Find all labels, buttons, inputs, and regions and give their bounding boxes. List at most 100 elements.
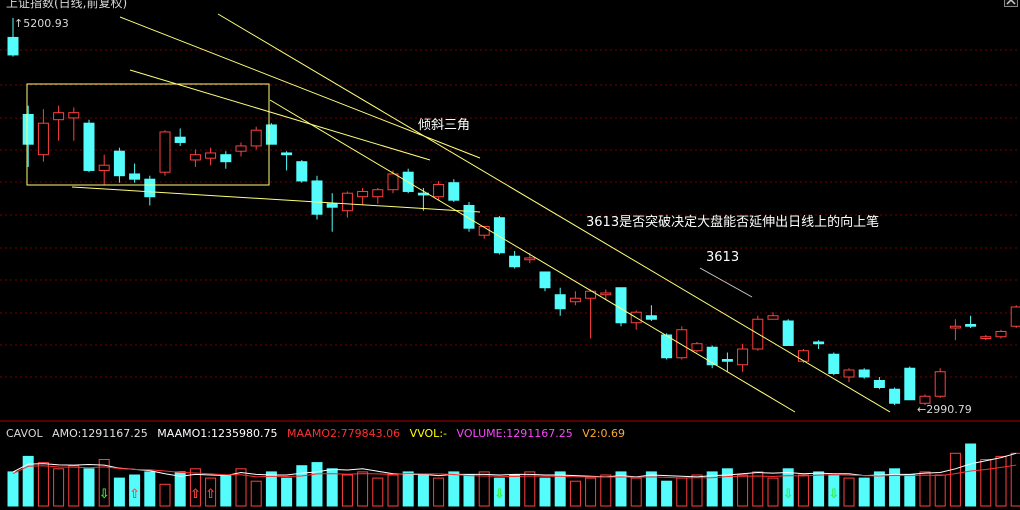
low-label: ←2990.79 xyxy=(917,403,972,416)
volume-bar xyxy=(691,474,703,507)
indicator-volume: VOLUME:1291167.25 xyxy=(456,427,573,440)
candle-body xyxy=(281,152,293,156)
volume-bar xyxy=(478,471,490,507)
volume-bar xyxy=(189,468,201,507)
candle-body xyxy=(433,183,445,198)
volume-bar xyxy=(402,471,414,507)
candle-body xyxy=(22,113,34,145)
volume-bar xyxy=(797,474,809,507)
volume-bar xyxy=(129,474,141,507)
volume-bar xyxy=(949,452,961,507)
volume-bar xyxy=(205,477,217,507)
indicator-legend: CAVOL AMO:1291167.25 MAAMO1:1235980.75 M… xyxy=(6,427,631,440)
volume-bar xyxy=(250,480,262,507)
candle-body xyxy=(767,315,779,320)
candle-body xyxy=(949,325,961,329)
indicator-v2: V2:0.69 xyxy=(582,427,625,440)
close-icon-glyph xyxy=(1004,0,1018,7)
candle-body xyxy=(585,290,597,299)
candle-body xyxy=(448,182,460,201)
candle-body xyxy=(600,292,612,296)
candle-body xyxy=(220,154,232,163)
volume-bar xyxy=(919,471,931,507)
candle-body xyxy=(676,329,688,359)
trendline xyxy=(119,16,481,159)
volume-bar xyxy=(341,474,353,507)
volume-bar xyxy=(144,471,156,507)
candle-body xyxy=(493,217,505,254)
candle-body xyxy=(813,341,825,345)
candle-body xyxy=(615,287,627,324)
volume-bar xyxy=(661,480,673,507)
close-icon[interactable] xyxy=(1004,0,1018,7)
volume-bar xyxy=(326,468,338,507)
candle-body xyxy=(524,257,536,261)
trendline xyxy=(129,69,431,161)
volume-bar xyxy=(676,477,688,507)
candle-body xyxy=(539,271,551,289)
candle-body xyxy=(980,336,992,339)
volume-bar xyxy=(37,462,49,507)
volume-chart[interactable]: ⇩ ⇧ ⇧ ⇧ ⇩ ⇩ ⇩ xyxy=(0,440,1020,510)
volume-bar xyxy=(113,477,125,507)
volume-ma2-line xyxy=(12,464,1017,479)
candle-body xyxy=(554,294,566,310)
volume-bar xyxy=(737,474,749,507)
candle-body xyxy=(843,369,855,378)
volume-bar xyxy=(235,468,247,507)
down-arrow-icon: ⇩ xyxy=(828,487,839,502)
candle-body xyxy=(1010,306,1020,327)
volume-bar xyxy=(509,474,521,507)
candle-body xyxy=(691,343,703,352)
candle-body xyxy=(919,395,931,404)
trendline xyxy=(71,186,481,213)
volume-bar xyxy=(311,462,323,507)
candle-body xyxy=(797,350,809,362)
volume-bar xyxy=(965,443,977,507)
candle-body xyxy=(569,297,581,303)
candle-body xyxy=(463,204,475,229)
candle-body xyxy=(159,131,171,173)
volume-bar xyxy=(68,465,80,507)
candle-body xyxy=(341,192,353,212)
volume-bar xyxy=(554,471,566,507)
candle-body xyxy=(889,388,901,404)
down-arrow-icon: ⇩ xyxy=(494,487,505,502)
up-arrow-icon: ⇧ xyxy=(190,487,201,502)
volume-bar xyxy=(873,471,885,507)
candle-body xyxy=(265,124,277,145)
triangle-annotation: 倾斜三角 xyxy=(418,118,470,133)
level-annotation: 3613 xyxy=(706,250,739,265)
down-arrow-icon: ⇩ xyxy=(99,487,110,502)
candle-body xyxy=(7,36,19,56)
candle-body xyxy=(737,348,749,366)
volume-bar xyxy=(904,474,916,507)
high-label: ↑5200.93 xyxy=(14,17,69,30)
volume-bar xyxy=(7,471,19,507)
volume-bar xyxy=(83,468,95,507)
volume-bar xyxy=(463,474,475,507)
volume-bar xyxy=(600,474,612,507)
volume-bar xyxy=(752,471,764,507)
volume-bar xyxy=(782,468,794,507)
candle-body xyxy=(934,371,946,397)
volume-bar xyxy=(220,474,232,507)
volume-bar xyxy=(813,471,825,507)
candle-body xyxy=(904,367,916,401)
volume-bar xyxy=(433,477,445,507)
volume-bar xyxy=(357,471,369,507)
volume-bar xyxy=(53,468,65,507)
candle-body xyxy=(53,112,65,121)
breakout-annotation: 3613是否突破决定大盘能否延伸出日线上的向上笔 xyxy=(586,214,879,230)
volume-bar xyxy=(493,477,505,507)
chart-title: 上证指数(日线,前复权) xyxy=(6,0,128,10)
volume-bar xyxy=(569,480,581,507)
volume-bar xyxy=(995,455,1007,507)
price-chart[interactable]: ↑5200.93 ←2990.79 倾斜三角 3613是否突破决定大盘能否延伸出日线上… xyxy=(0,0,1020,422)
trendline xyxy=(217,13,891,413)
candle-body xyxy=(311,180,323,215)
volume-bar xyxy=(645,471,657,507)
trendline xyxy=(269,99,796,413)
volume-bar xyxy=(372,477,384,507)
